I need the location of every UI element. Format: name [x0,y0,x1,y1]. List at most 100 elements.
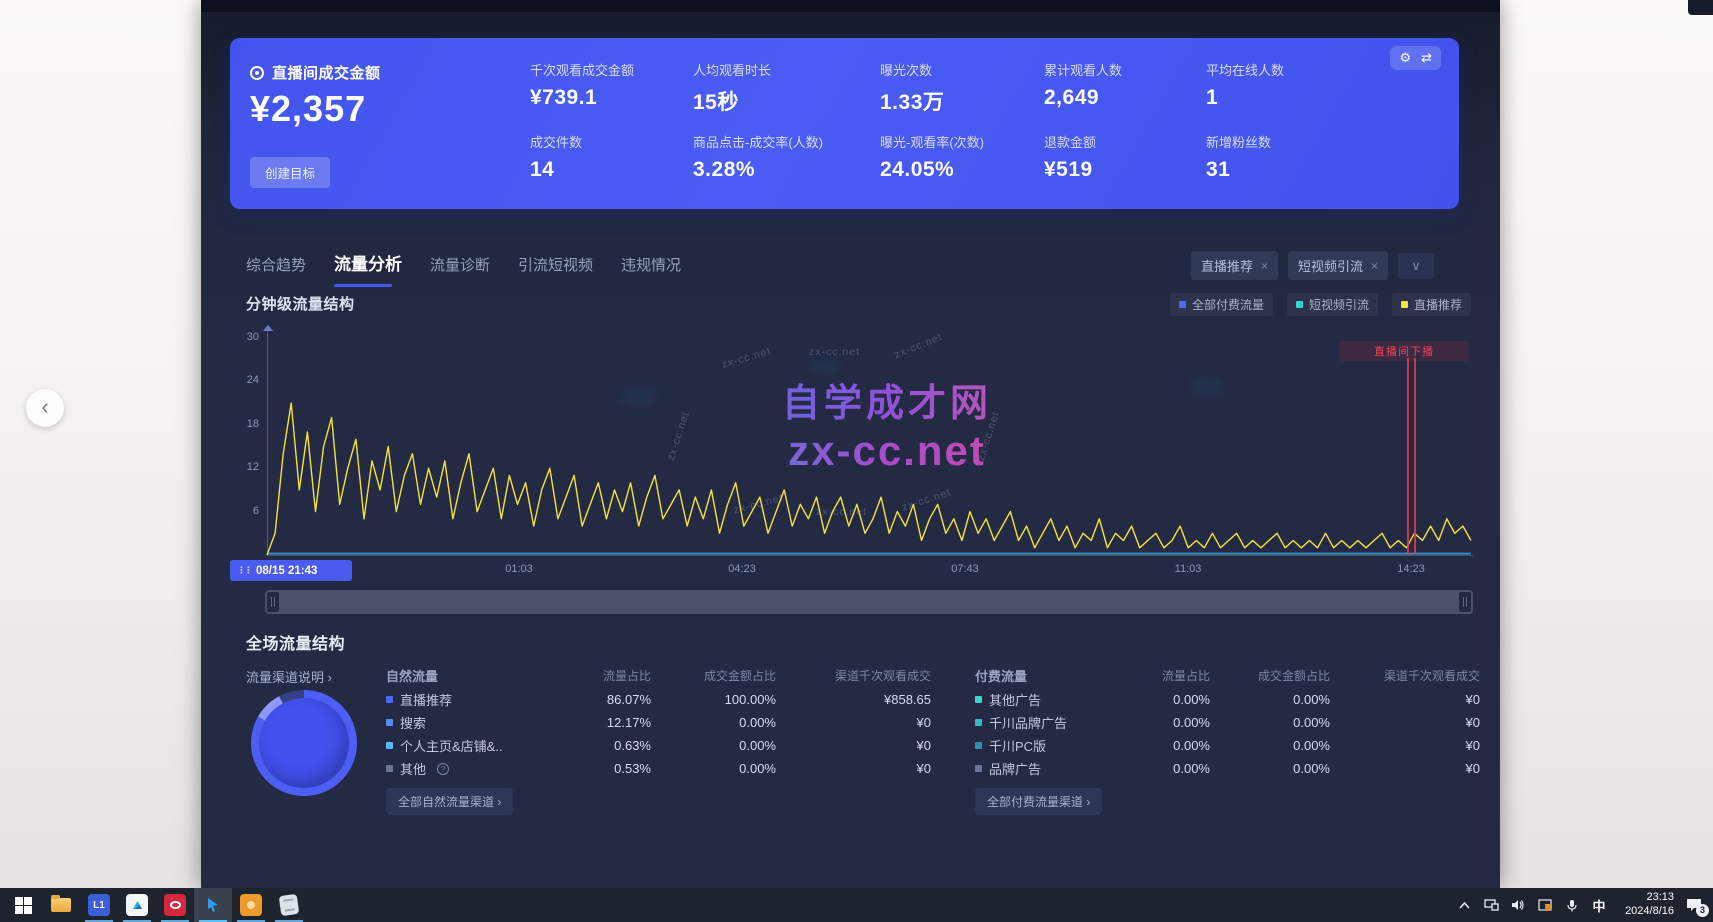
metric-cell: 曝光次数 1.33万 [880,63,945,114]
session-section-title: 全场流量结构 [246,636,346,653]
x-axis [267,555,1473,556]
start-button[interactable] [4,888,42,922]
metric-cell: 平均在线人数 1 [1206,63,1285,109]
card-tools: ⚙ ⇄ [1390,46,1441,70]
tab-violations[interactable]: 违规情况 [621,257,682,274]
tab-overall-trend[interactable]: 综合趋势 [246,257,307,274]
table-row: 直播推荐 86.07% 100.00% ¥858.65 [386,688,931,711]
ime-indicator[interactable]: 中 [1592,898,1606,914]
gear-icon[interactable]: ⚙ [1399,50,1412,65]
info-icon[interactable]: ? [437,762,450,775]
target-icon [250,65,264,80]
page-back-button[interactable]: ‹ [26,389,64,427]
file-explorer-button[interactable] [42,888,80,922]
network-icon[interactable] [1481,892,1501,918]
series-dot [386,765,393,772]
scrollbar-left-handle[interactable] [267,592,279,612]
series-dot [386,719,393,726]
system-tray: 中 23:13 2024/8/16 3 [1454,891,1713,919]
all-paid-channels-link[interactable]: 全部付费流量渠道 › [975,788,1103,815]
y-axis-arrow [263,325,273,331]
drag-handle-icon: ⋮⋮ [237,565,253,575]
chip-dropdown[interactable]: ∨ [1398,252,1435,279]
card-title: 直播间成交金额 [272,65,381,82]
legend-dot [1178,301,1186,308]
legend-dot [1400,301,1408,308]
series-dot [975,742,982,749]
window-titlebar [201,0,1500,12]
app-notebook-button[interactable] [270,888,308,922]
watermark-small: zx-cc.net [809,346,861,358]
chip-short-video[interactable]: 短视频引流 × [1288,251,1389,280]
scrollbar-right-handle[interactable] [1459,592,1471,612]
metric-cell: 退款金额 ¥519 [1044,135,1097,181]
gmv-stats-card: 直播间成交金额 ¥2,357 创建目标 ⚙ ⇄ 千次观看成交金额 ¥739.1 … [230,38,1459,209]
analysis-tabs: 综合趋势 流量分析 流量诊断 引流短视频 违规情况 [246,250,681,275]
table-row: 其他广告 0.00% 0.00% ¥0 [975,688,1480,711]
tab-traffic-analysis[interactable]: 流量分析 [334,255,403,274]
app-pointer-button-active[interactable] [194,888,232,922]
filter-chips: 直播推荐 × 短视频引流 × ∨ [1191,251,1435,280]
tab-traffic-diagnosis[interactable]: 流量诊断 [430,257,491,274]
chip-live-recommend[interactable]: 直播推荐 × [1191,251,1279,280]
notification-center-button[interactable]: 3 [1681,892,1709,918]
tray-expand-chevron-icon[interactable] [1454,892,1474,918]
app-l1-icon: L1 [88,894,110,916]
stream-end-annotation[interactable]: 直播间下播 [1339,341,1469,361]
table-row: 搜索 12.17% 0.00% ¥0 [386,711,931,734]
app-teal-icon [126,894,148,916]
natural-traffic-table: 自然流量 流量占比 成交金额占比 渠道千次观看成交 直播推荐 86.07% 10… [386,662,931,780]
chart-start-time-badge[interactable]: ⋮⋮ 08/15 21:43 [230,560,352,581]
artifact-smudge [1191,380,1221,393]
chip-close-icon[interactable]: × [1371,258,1379,273]
x-tick: 14:23 [1397,563,1425,575]
tab-short-video[interactable]: 引流短视频 [518,257,594,274]
table-row: 千川PC版 0.00% 0.00% ¥0 [975,734,1480,757]
table-row: 品牌广告 0.00% 0.00% ¥0 [975,757,1480,780]
active-tab-underline [334,284,392,287]
chip-close-icon[interactable]: × [1261,258,1269,273]
screenshot-app-icon[interactable] [1535,892,1555,918]
microphone-icon[interactable] [1562,892,1582,918]
app-red-button[interactable] [156,888,194,922]
legend-paid-traffic[interactable]: 全部付费流量 [1169,293,1273,316]
pointer-icon [208,898,218,912]
gmv-amount: ¥2,357 [250,88,367,129]
series-dot [975,719,982,726]
y-axis [267,330,268,555]
artifact-smudge [811,360,839,372]
swap-icon[interactable]: ⇄ [1421,50,1432,65]
watermark-small: zx-cc.net [816,506,868,518]
app-l1-button[interactable]: L1 [80,888,118,922]
clock[interactable]: 23:13 2024/8/16 [1625,891,1674,917]
chart-range-scrollbar[interactable] [265,590,1473,614]
create-goal-button[interactable]: 创建目标 [250,157,331,188]
traffic-line-chart[interactable] [266,338,1472,556]
volume-icon[interactable] [1508,892,1528,918]
y-tick: 18 [246,418,259,430]
series-dot [975,765,982,772]
metric-cell: 曝光-观看率(次数) 24.05% [880,135,984,181]
metric-cell: 商品点击-成交率(人数) 3.28% [693,135,823,181]
x-tick: 01:03 [505,563,533,575]
taskbar: L1 [0,888,1713,922]
channel-note-link[interactable]: 流量渠道说明 › [246,670,332,685]
dashboard-window: 直播间成交金额 ¥2,357 创建目标 ⚙ ⇄ 千次观看成交金额 ¥739.1 … [201,0,1500,888]
y-tick: 24 [246,374,259,386]
notification-badge: 3 [1696,904,1709,917]
paid-traffic-table: 付费流量 流量占比 成交金额占比 渠道千次观看成交 其他广告 0.00% 0.0… [975,662,1480,780]
minute-chart-title: 分钟级流量结构 [246,296,355,313]
all-natural-channels-link[interactable]: 全部自然流量渠道 › [386,788,514,815]
legend-live-recommend[interactable]: 直播推荐 [1391,293,1471,316]
donut-core [259,698,349,788]
y-tick: 12 [246,461,259,473]
y-tick: 6 [252,505,259,517]
x-tick: 11:03 [1174,563,1202,575]
artifact-smudge [621,390,655,404]
app-red-icon [164,894,186,916]
app-orange-button[interactable] [232,888,270,922]
series-dot [386,742,393,749]
legend-short-video[interactable]: 短视频引流 [1286,293,1378,316]
app-teal-button[interactable] [118,888,156,922]
stream-end-line [1407,358,1409,554]
